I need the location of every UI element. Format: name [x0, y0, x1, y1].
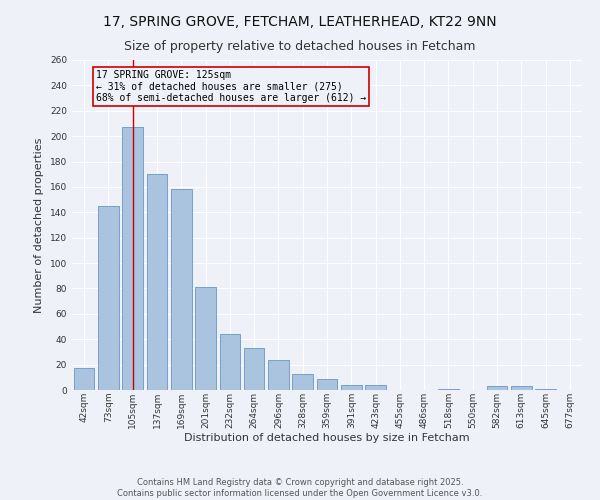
Bar: [146, 174, 167, 390]
Bar: [535, 388, 556, 390]
Bar: [98, 206, 119, 390]
Text: 17, SPRING GROVE, FETCHAM, LEATHERHEAD, KT22 9NN: 17, SPRING GROVE, FETCHAM, LEATHERHEAD, …: [103, 15, 497, 29]
Bar: [511, 386, 532, 390]
Text: Size of property relative to detached houses in Fetcham: Size of property relative to detached ho…: [124, 40, 476, 53]
Bar: [244, 348, 265, 390]
Bar: [220, 334, 240, 390]
Text: Contains HM Land Registry data © Crown copyright and database right 2025.
Contai: Contains HM Land Registry data © Crown c…: [118, 478, 482, 498]
Bar: [341, 385, 362, 390]
Y-axis label: Number of detached properties: Number of detached properties: [34, 138, 44, 312]
Bar: [317, 378, 337, 390]
Bar: [487, 386, 508, 390]
Bar: [268, 360, 289, 390]
Bar: [122, 128, 143, 390]
Bar: [74, 368, 94, 390]
Bar: [365, 385, 386, 390]
Text: 17 SPRING GROVE: 125sqm
← 31% of detached houses are smaller (275)
68% of semi-d: 17 SPRING GROVE: 125sqm ← 31% of detache…: [96, 70, 367, 103]
Bar: [292, 374, 313, 390]
X-axis label: Distribution of detached houses by size in Fetcham: Distribution of detached houses by size …: [184, 434, 470, 444]
Bar: [438, 388, 459, 390]
Bar: [195, 287, 216, 390]
Bar: [171, 190, 191, 390]
